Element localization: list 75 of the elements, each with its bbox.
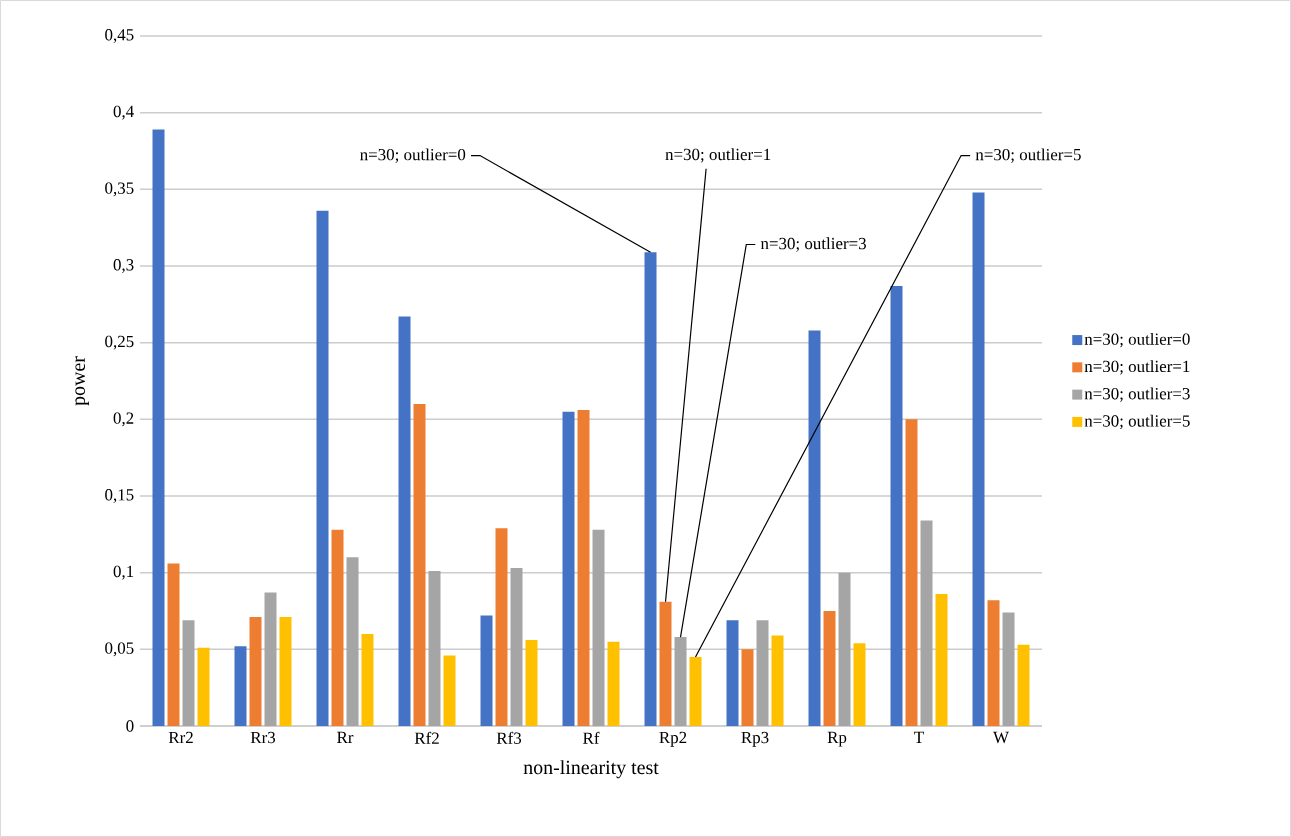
bar	[972, 192, 985, 726]
x-tick-label: W	[993, 731, 1009, 744]
bar	[331, 529, 344, 726]
y-tick-label: 0,4	[113, 105, 134, 120]
x-tick-label: Rr3	[250, 731, 276, 744]
bar	[659, 601, 672, 726]
y-tick-label: 0	[126, 720, 134, 732]
bar	[167, 563, 180, 726]
data-label: n=30; outlier=3	[760, 237, 866, 252]
bar	[249, 617, 262, 726]
x-tick-label: Rp3	[741, 731, 769, 747]
data-label: n=30; outlier=1	[665, 148, 771, 163]
bar	[398, 316, 411, 726]
bar	[808, 330, 821, 726]
bar	[756, 620, 769, 726]
bar	[935, 594, 948, 726]
bar	[480, 615, 493, 726]
y-tick-label: 0,15	[105, 489, 134, 503]
x-tick-label: T	[914, 731, 924, 743]
legend-label: n=30; outlier=3	[1084, 387, 1190, 402]
x-tick-label: Rr	[337, 731, 354, 743]
bar	[525, 640, 538, 726]
y-tick-label: 0,2	[113, 412, 134, 427]
bar	[413, 403, 426, 726]
bar	[674, 637, 687, 726]
bar	[592, 529, 605, 726]
bar	[920, 520, 933, 726]
y-tick-label: 0,45	[105, 29, 134, 43]
bar	[495, 528, 508, 726]
bar	[823, 610, 836, 726]
bar	[726, 620, 739, 726]
bar	[644, 252, 657, 726]
bar	[853, 643, 866, 726]
legend-label: n=30; outlier=0	[1084, 332, 1190, 348]
x-tick-label: Rf2	[414, 731, 439, 744]
bar	[905, 419, 918, 726]
x-tick-label: Rf3	[496, 731, 522, 744]
x-axis-title: non-linearity test	[523, 760, 659, 779]
bar	[346, 557, 359, 726]
bar	[689, 656, 702, 726]
bar	[607, 641, 620, 726]
data-label: n=30; outlier=5	[975, 148, 1081, 163]
bar	[182, 620, 195, 726]
x-tick-label: Rr2	[168, 731, 193, 744]
bar	[1017, 644, 1030, 726]
bar	[562, 411, 575, 726]
bar	[264, 592, 277, 726]
bar	[234, 646, 247, 726]
bar	[428, 571, 441, 726]
bar	[361, 633, 374, 726]
bar	[510, 568, 523, 726]
x-tick-label: Rp2	[659, 731, 687, 747]
x-tick-label: Rp	[827, 731, 847, 747]
y-tick-label: 0,35	[105, 182, 134, 197]
x-tick-label: Rf	[583, 731, 600, 744]
bar	[741, 649, 754, 726]
y-tick-label: 0,3	[113, 259, 134, 273]
bar	[838, 572, 851, 726]
bar	[197, 647, 210, 726]
data-label: n=30; outlier=0	[360, 148, 466, 163]
legend-label: n=30; outlier=1	[1084, 360, 1190, 375]
bar	[443, 655, 456, 726]
bar	[987, 600, 1000, 726]
bar	[890, 285, 903, 726]
bar	[1002, 612, 1015, 726]
y-axis-title: power	[75, 356, 90, 406]
bar	[152, 129, 165, 726]
legend-label: n=30; outlier=5	[1084, 414, 1190, 430]
y-tick-label: 0,1	[113, 565, 134, 580]
bar	[771, 635, 784, 726]
bar	[279, 617, 292, 726]
y-tick-label: 0,05	[105, 642, 134, 657]
y-tick-label: 0,25	[105, 335, 134, 350]
bar	[577, 410, 590, 726]
bar	[316, 210, 329, 726]
